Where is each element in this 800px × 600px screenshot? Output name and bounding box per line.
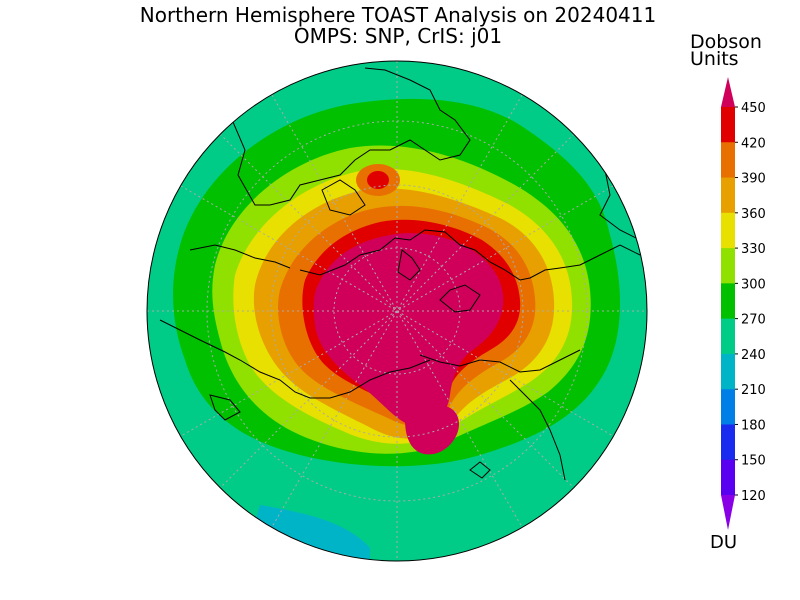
colorbar-segment bbox=[721, 318, 735, 355]
colorbar-tick-label: 150 bbox=[741, 454, 766, 469]
colorbar-segments bbox=[721, 77, 735, 530]
ozone-tongue-south bbox=[405, 405, 460, 455]
colorbar-above-max-triangle bbox=[721, 77, 735, 107]
colorbar-segment bbox=[721, 107, 735, 143]
colorbar-below-min-triangle bbox=[721, 495, 735, 530]
ozone-patch-north-core bbox=[367, 171, 389, 189]
colorbar-title-line1: Dobson bbox=[690, 31, 762, 53]
colorbar-segment bbox=[721, 424, 735, 461]
colorbar-tick-label: 120 bbox=[741, 489, 766, 504]
colorbar-tick-label: 210 bbox=[741, 383, 766, 398]
graticule bbox=[147, 61, 647, 561]
colorbar-segment bbox=[721, 459, 735, 496]
colorbar-title-line2: Units bbox=[690, 48, 739, 70]
map-disk-border bbox=[146, 60, 648, 562]
colorbar-tick-label: 390 bbox=[741, 172, 766, 187]
colorbar-tick-label: 240 bbox=[741, 348, 766, 363]
colorbar-tick-label: 270 bbox=[741, 313, 766, 328]
map-subtitle: OMPS: SNP, CrIS: j01 bbox=[293, 24, 503, 48]
colorbar-segment bbox=[721, 177, 735, 214]
colorbar-unit: DU bbox=[710, 532, 738, 553]
colorbar-tick-label: 360 bbox=[741, 207, 766, 222]
colorbar-tick-label: 330 bbox=[741, 242, 766, 257]
coastlines bbox=[159, 67, 641, 481]
colorbar-tick-label: 300 bbox=[741, 277, 766, 292]
colorbar-segment bbox=[721, 353, 735, 390]
colorbar-tick-label: 420 bbox=[741, 136, 766, 151]
colorbar-title: Dobson Units bbox=[690, 31, 762, 70]
colorbar-segment bbox=[721, 248, 735, 284]
colorbar-tick-label: 180 bbox=[741, 418, 766, 433]
map-title: Northern Hemisphere TOAST Analysis on 20… bbox=[139, 3, 657, 27]
colorbar-segment bbox=[721, 212, 735, 249]
colorbar-segment bbox=[721, 142, 735, 179]
colorbar-segment bbox=[721, 389, 735, 425]
colorbar-segment bbox=[721, 283, 735, 320]
colorbar-tick-label: 450 bbox=[741, 101, 766, 116]
colorbar-ticks: 120 150 180 210 240 270 300 330 360 390 420 450 bbox=[735, 101, 766, 504]
